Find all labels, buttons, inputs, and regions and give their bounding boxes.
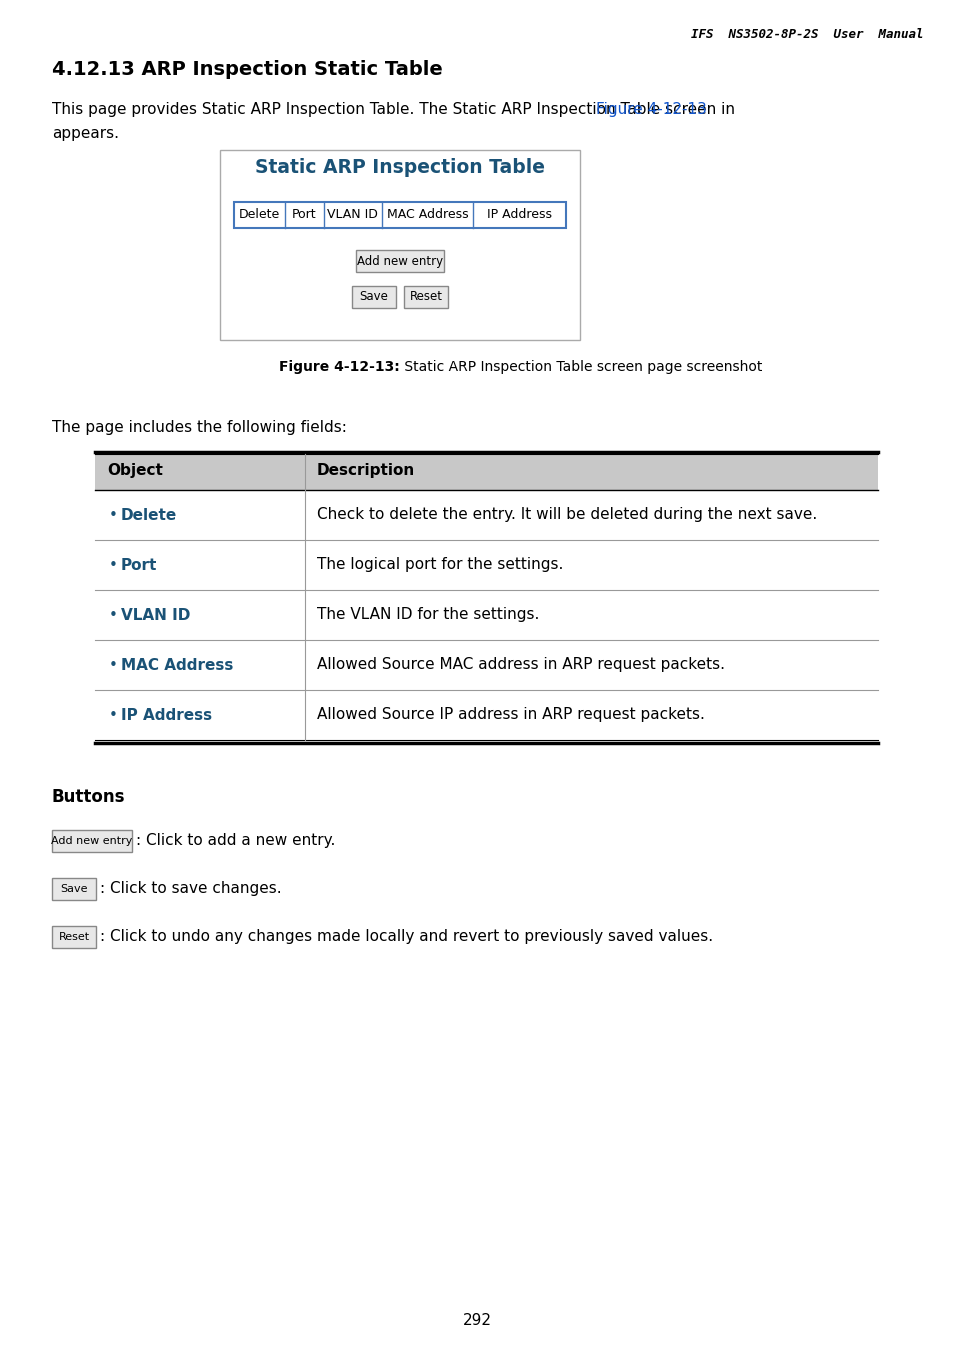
Bar (233, 202, 565, 228)
Text: Buttons: Buttons (52, 788, 126, 806)
Text: Figure 4-12-13: Figure 4-12-13 (596, 103, 706, 117)
Text: appears.: appears. (52, 126, 119, 140)
Bar (52, 830, 132, 852)
Bar (52, 878, 96, 900)
Text: The VLAN ID for the settings.: The VLAN ID for the settings. (316, 608, 538, 622)
Text: Allowed Source MAC address in ARP request packets.: Allowed Source MAC address in ARP reques… (316, 657, 724, 672)
Text: Reset: Reset (409, 290, 442, 304)
Text: Port: Port (121, 558, 157, 572)
Text: Delete: Delete (121, 508, 177, 522)
Text: MAC Address: MAC Address (121, 657, 233, 672)
Text: •: • (109, 707, 118, 722)
Text: Add new entry: Add new entry (51, 836, 132, 846)
Text: •: • (109, 558, 118, 572)
Text: IFS  NS3502-8P-2S  User  Manual: IFS NS3502-8P-2S User Manual (691, 28, 923, 40)
Text: •: • (109, 508, 118, 522)
Bar (52, 926, 96, 948)
Bar (352, 286, 395, 308)
Text: This page provides Static ARP Inspection Table. The Static ARP Inspection Table : This page provides Static ARP Inspection… (52, 103, 740, 117)
Text: 4.12.13 ARP Inspection Static Table: 4.12.13 ARP Inspection Static Table (52, 59, 442, 80)
Text: Port: Port (292, 208, 316, 221)
Text: Add new entry: Add new entry (356, 255, 442, 267)
Text: 292: 292 (462, 1314, 491, 1328)
Text: IP Address: IP Address (487, 208, 552, 221)
Text: Allowed Source IP address in ARP request packets.: Allowed Source IP address in ARP request… (316, 707, 704, 722)
Text: MAC Address: MAC Address (386, 208, 468, 221)
Text: IP Address: IP Address (121, 707, 212, 722)
Text: Save: Save (359, 290, 388, 304)
Bar (220, 150, 579, 340)
Text: : Click to save changes.: : Click to save changes. (100, 882, 281, 896)
Text: VLAN ID: VLAN ID (121, 608, 191, 622)
Text: VLAN ID: VLAN ID (327, 208, 377, 221)
Bar (355, 250, 443, 271)
Text: The logical port for the settings.: The logical port for the settings. (316, 558, 563, 572)
Text: •: • (109, 657, 118, 672)
Text: : Click to undo any changes made locally and revert to previously saved values.: : Click to undo any changes made locally… (100, 930, 713, 945)
Bar (95, 452, 877, 490)
Text: Reset: Reset (58, 931, 90, 942)
Text: Check to delete the entry. It will be deleted during the next save.: Check to delete the entry. It will be de… (316, 508, 817, 522)
Text: : Click to add a new entry.: : Click to add a new entry. (136, 833, 335, 849)
Text: Static ARP Inspection Table screen page screenshot: Static ARP Inspection Table screen page … (399, 360, 761, 374)
Text: Static ARP Inspection Table: Static ARP Inspection Table (254, 158, 544, 177)
Text: Description: Description (316, 463, 415, 478)
Text: Save: Save (60, 884, 88, 894)
Text: •: • (109, 608, 118, 622)
Bar (403, 286, 448, 308)
Text: Delete: Delete (239, 208, 280, 221)
Text: Object: Object (107, 463, 163, 478)
Text: Figure 4-12-13:: Figure 4-12-13: (279, 360, 399, 374)
Text: The page includes the following fields:: The page includes the following fields: (52, 420, 347, 435)
